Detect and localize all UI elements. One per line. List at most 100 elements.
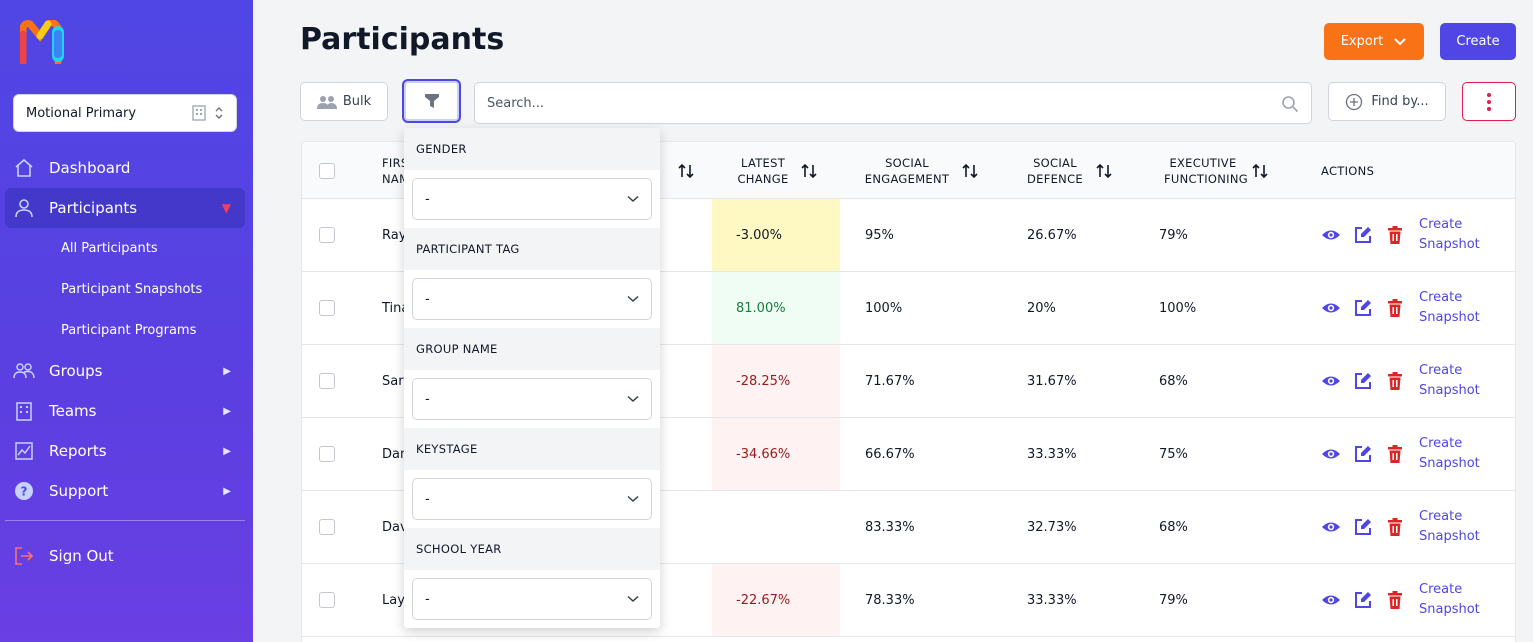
create-snapshot-link[interactable]: Create Snapshot [1419,217,1480,252]
column-actions: ACTIONS [1321,142,1374,199]
sidebar-item-dashboard[interactable]: Dashboard [5,148,245,188]
actions-cell: Create Snapshot [1321,564,1483,636]
actions-cell: Create Snapshot [1321,199,1483,271]
view-eye-icon[interactable] [1321,225,1341,245]
first-name-cell: Tina [382,300,410,316]
sort-icon[interactable] [962,163,978,179]
edit-icon[interactable] [1353,371,1373,391]
view-eye-icon[interactable] [1321,371,1341,391]
table-row: Dan -34.66% 66.67% 33.33% 75% Create Sna… [302,418,1515,491]
row-checkbox[interactable] [319,300,335,316]
export-button[interactable]: Export [1324,23,1424,60]
column-latest-change[interactable]: LATEST CHANGE [735,142,817,199]
sidebar-item-groups[interactable]: Groups ▶ [5,351,245,391]
delete-trash-icon[interactable] [1385,225,1405,245]
latest-change-cell: -22.67% [712,564,840,636]
table-row: Ray -3.00% 95% 26.67% 79% Create Snapsho… [302,199,1515,272]
home-icon [15,158,33,177]
executive-functioning-cell: 68% [1159,373,1188,389]
filter-select-gender[interactable]: - [412,178,652,220]
filter-select-group-name[interactable]: - [412,378,652,420]
column-social-engagement[interactable]: SOCIAL ENGAGEMENT [862,142,978,199]
find-by-button[interactable]: Find by... [1328,82,1446,121]
create-button[interactable]: Create [1440,23,1516,60]
social-defence-cell: 32.73% [1027,519,1077,535]
latest-change-cell: -34.66% [712,418,840,490]
table-row: Dav 83.33% 32.73% 68% Create Snapshot [302,491,1515,564]
column-sort-hidden[interactable] [668,142,694,199]
row-select-cell [319,491,335,563]
social-defence-cell: 33.33% [1027,446,1077,462]
svg-text:?: ? [21,485,28,499]
filter-label-gender: GENDER [404,128,660,170]
edit-icon[interactable] [1353,444,1373,464]
first-name-cell: Dav [382,519,408,535]
delete-trash-icon[interactable] [1385,444,1405,464]
table-row: Lay -22.67% 78.33% 33.33% 79% Create Sna… [302,564,1515,637]
page-title: Participants [300,22,505,57]
filter-field-school-year: - [404,570,660,628]
row-checkbox[interactable] [319,227,335,243]
sidebar-subitem-all-participants[interactable]: All Participants [61,241,158,256]
social-engagement-cell: 66.67% [865,446,915,462]
sidebar-item-participants[interactable]: Participants ▼ [5,188,245,228]
edit-icon[interactable] [1353,298,1373,318]
create-snapshot-link[interactable]: Create Snapshot [1419,509,1480,544]
search-input[interactable] [475,83,1255,123]
create-snapshot-link[interactable]: Create Snapshot [1419,363,1480,398]
motional-logo[interactable] [20,20,66,64]
create-snapshot-link[interactable]: Create Snapshot [1419,582,1480,617]
social-engagement-cell: 78.33% [865,592,915,608]
organisation-select[interactable]: Motional Primary [13,94,237,132]
column-social-defence[interactable]: SOCIAL DEFENCE [1024,142,1112,199]
delete-trash-icon[interactable] [1385,517,1405,537]
sort-icon[interactable] [1252,163,1268,179]
view-eye-icon[interactable] [1321,590,1341,610]
chevron-down-icon [627,395,639,403]
sidebar-item-teams[interactable]: Teams ▶ [5,391,245,431]
social-engagement-cell: 83.33% [865,519,915,535]
edit-icon[interactable] [1353,225,1373,245]
filter-select-value: - [425,491,430,507]
view-eye-icon[interactable] [1321,298,1341,318]
social-defence-cell: 26.67% [1027,227,1077,243]
sidebar-subitem-participant-snapshots[interactable]: Participant Snapshots [61,282,203,297]
create-snapshot-link[interactable]: Create Snapshot [1419,436,1480,471]
edit-icon[interactable] [1353,590,1373,610]
column-executive-functioning[interactable]: EXECUTIVE FUNCTIONING [1164,142,1268,199]
filter-field-keystage: - [404,470,660,528]
row-checkbox[interactable] [319,446,335,462]
select-all-checkbox[interactable] [319,162,335,179]
sidebar-item-label: Groups [49,362,103,380]
edit-icon[interactable] [1353,517,1373,537]
sidebar-subitem-participant-programs[interactable]: Participant Programs [61,323,197,338]
social-defence-cell: 20% [1027,300,1056,316]
sort-icon[interactable] [801,163,817,179]
delete-trash-icon[interactable] [1385,590,1405,610]
bulk-button[interactable]: Bulk [300,82,388,121]
row-select-cell [319,418,335,490]
row-checkbox[interactable] [319,592,335,608]
view-eye-icon[interactable] [1321,517,1341,537]
row-checkbox[interactable] [319,519,335,535]
filter-select-school-year[interactable]: - [412,578,652,620]
filter-label-school-year: SCHOOL YEAR [404,528,660,570]
search-box [474,82,1312,124]
sidebar-item-reports[interactable]: Reports ▶ [5,431,245,471]
filter-button[interactable] [402,79,461,123]
sort-icon[interactable] [678,163,694,179]
create-snapshot-link[interactable]: Create Snapshot [1419,290,1480,325]
sign-out-button[interactable]: Sign Out [13,536,114,576]
sort-icon[interactable] [1096,163,1112,179]
search-icon[interactable] [1281,95,1299,113]
delete-trash-icon[interactable] [1385,371,1405,391]
delete-trash-icon[interactable] [1385,298,1405,318]
sidebar-item-label: Participants [49,199,138,217]
view-eye-icon[interactable] [1321,444,1341,464]
filter-select-participant-tag[interactable]: - [412,278,652,320]
row-checkbox[interactable] [319,373,335,389]
question-icon: ? [15,482,33,500]
filter-select-keystage[interactable]: - [412,478,652,520]
more-options-button[interactable] [1462,82,1516,121]
sidebar-item-support[interactable]: ? Support ▶ [5,471,245,511]
